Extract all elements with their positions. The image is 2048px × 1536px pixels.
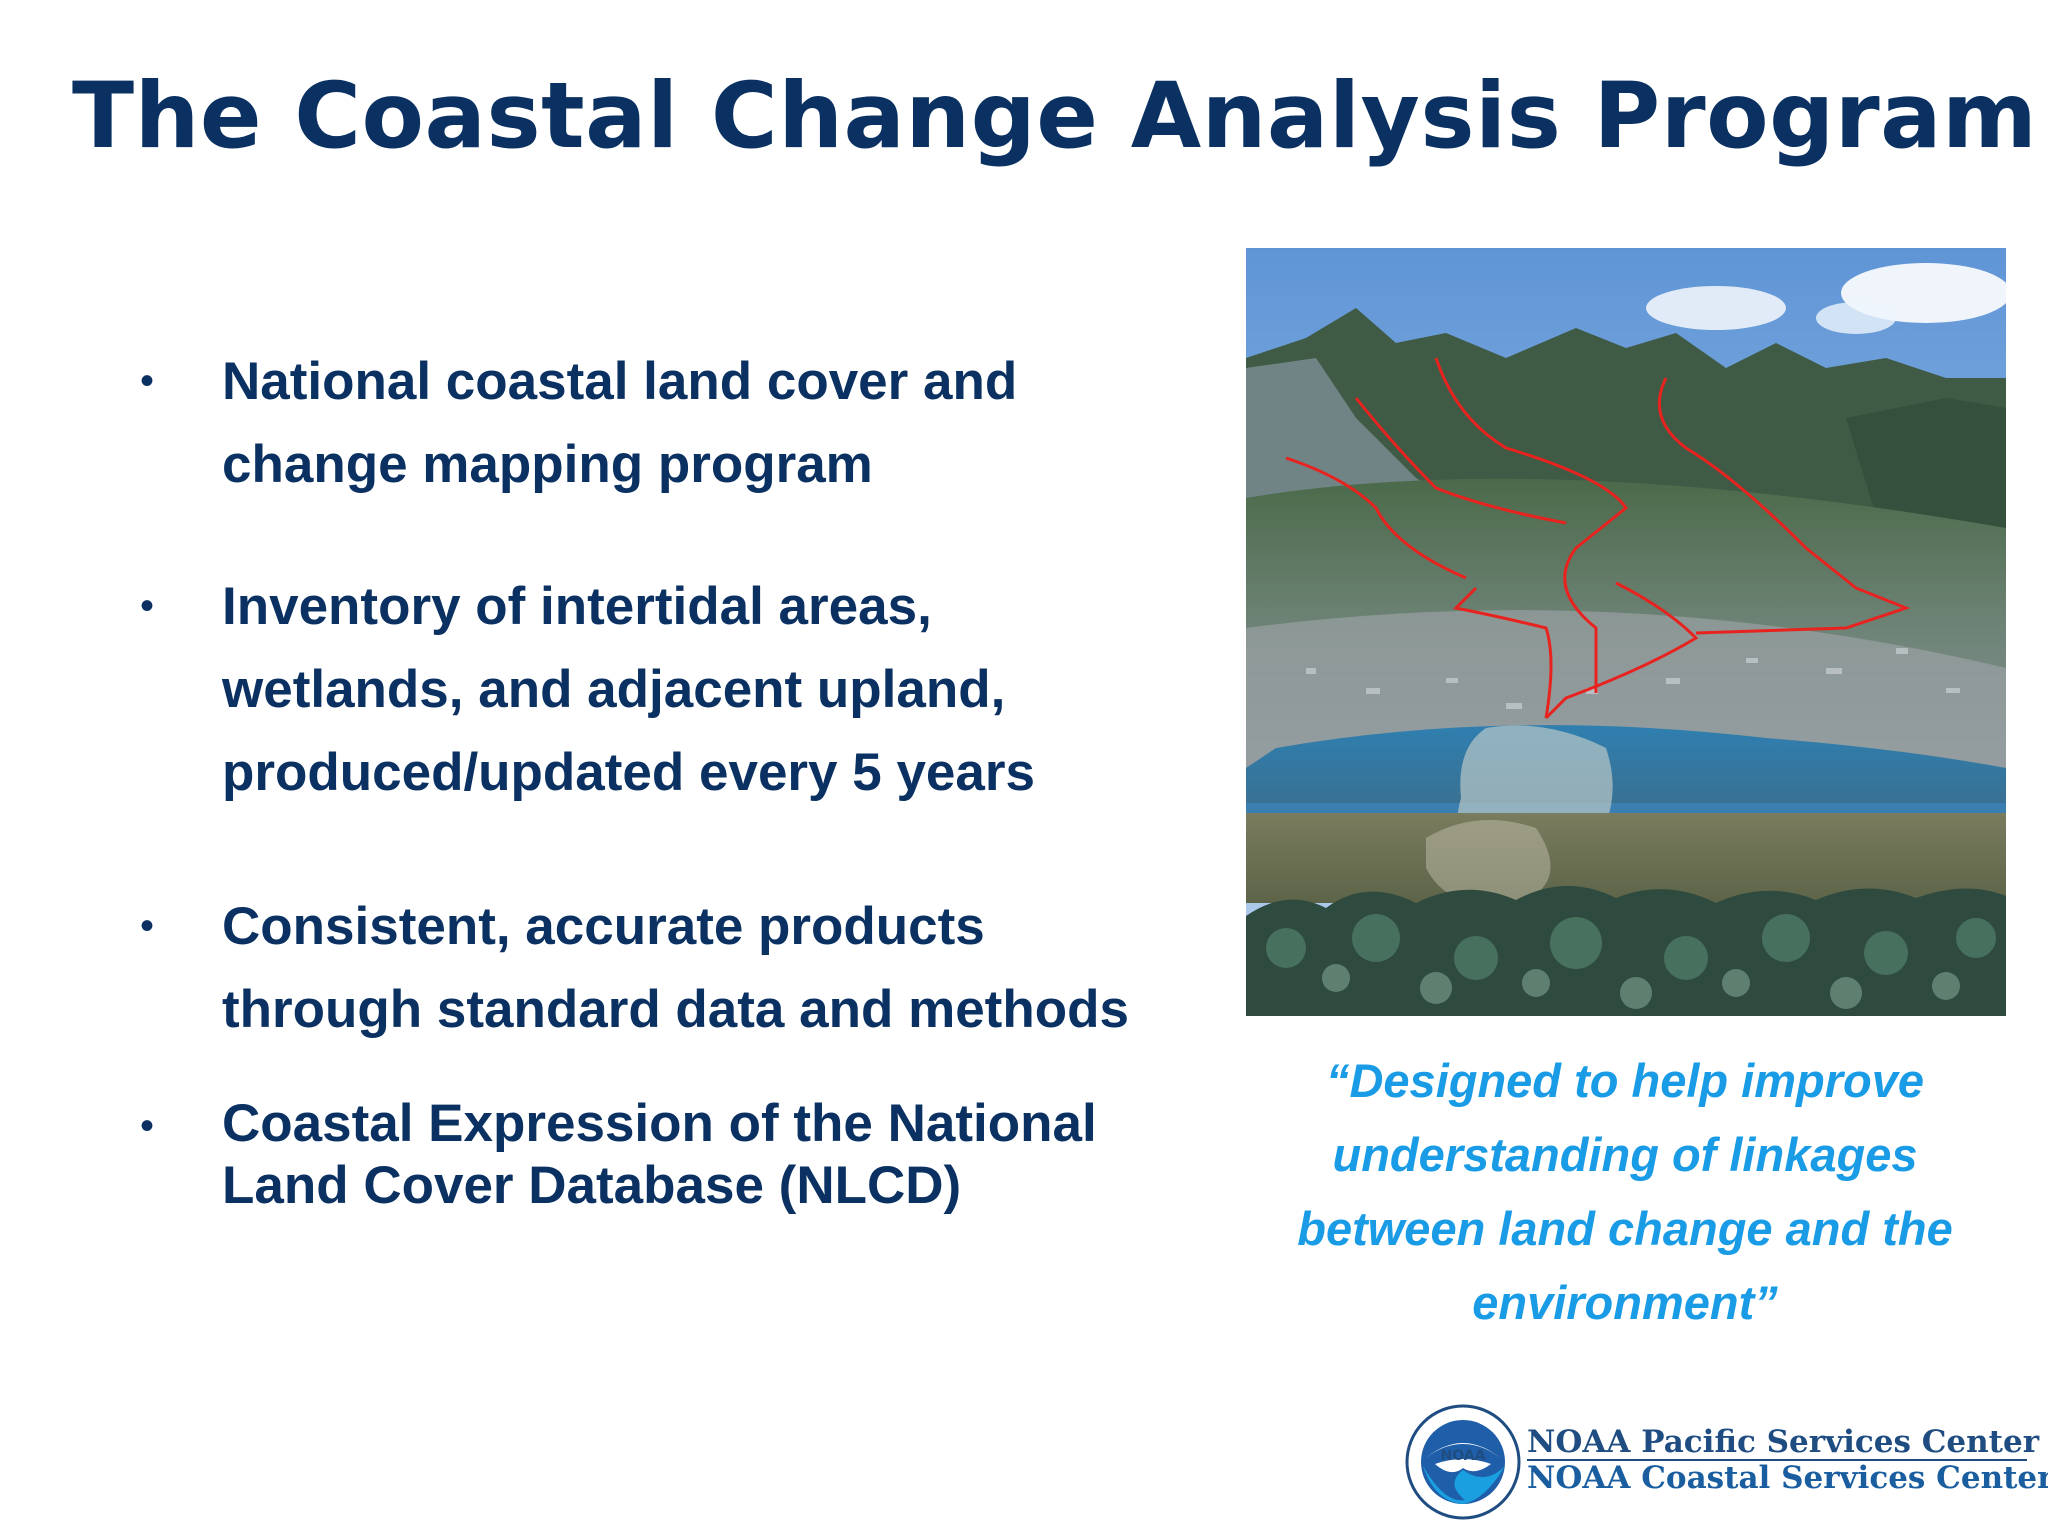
bullet-line: Consistent, accurate products xyxy=(222,897,985,956)
quote-line: between land change and the xyxy=(1297,1202,1953,1255)
org-name-coastal: NOAA Coastal Services Center xyxy=(1527,1460,2048,1496)
bullet-line: through standard data and methods xyxy=(222,980,1129,1039)
bullet-line: Coastal Expression of the National xyxy=(222,1094,1097,1153)
quote-line: understanding of linkages xyxy=(1332,1128,1918,1181)
landscape-icon xyxy=(1246,248,2006,1016)
bullet-line: National coastal land cover and xyxy=(222,352,1018,411)
stream-lines xyxy=(1285,357,1911,720)
bullet-text: Inventory of intertidal areas, wetlands,… xyxy=(222,565,1222,814)
bullet-dot: • xyxy=(140,359,155,403)
quote: “Designed to help improve understanding … xyxy=(1240,1044,2010,1340)
bullet-line: change mapping program xyxy=(222,435,873,494)
bullet-dot: • xyxy=(140,1104,155,1148)
bullet-line: produced/updated every 5 years xyxy=(222,743,1035,802)
bullet-line: wetlands, and adjacent upland, xyxy=(222,660,1006,719)
bullet-line: Inventory of intertidal areas, xyxy=(222,577,932,636)
bullet-text: National coastal land cover and change m… xyxy=(222,340,1222,506)
noaa-logo: NOAA NOAA Pacific Services Center NOAA C… xyxy=(1405,1404,2048,1524)
quote-line: “Designed to help improve xyxy=(1325,1054,1925,1107)
svg-text:NOAA: NOAA xyxy=(1441,1448,1486,1464)
quote-line: environment” xyxy=(1472,1276,1778,1329)
bullet-dot: • xyxy=(140,904,155,948)
org-name-pacific: NOAA Pacific Services Center xyxy=(1527,1424,2040,1460)
slide-title: The Coastal Change Analysis Program xyxy=(72,64,2038,169)
bullet-line: Land Cover Database (NLCD) xyxy=(222,1156,962,1215)
noaa-seal-icon: NOAA xyxy=(1405,1404,1521,1520)
org-divider xyxy=(1527,1459,2027,1461)
bullet-dot: • xyxy=(140,584,155,628)
coastal-watershed-illustration xyxy=(1246,248,2006,1016)
bullet-text: Consistent, accurate products through st… xyxy=(222,885,1222,1051)
bullet-text: Coastal Expression of the National Land … xyxy=(222,1093,1222,1217)
